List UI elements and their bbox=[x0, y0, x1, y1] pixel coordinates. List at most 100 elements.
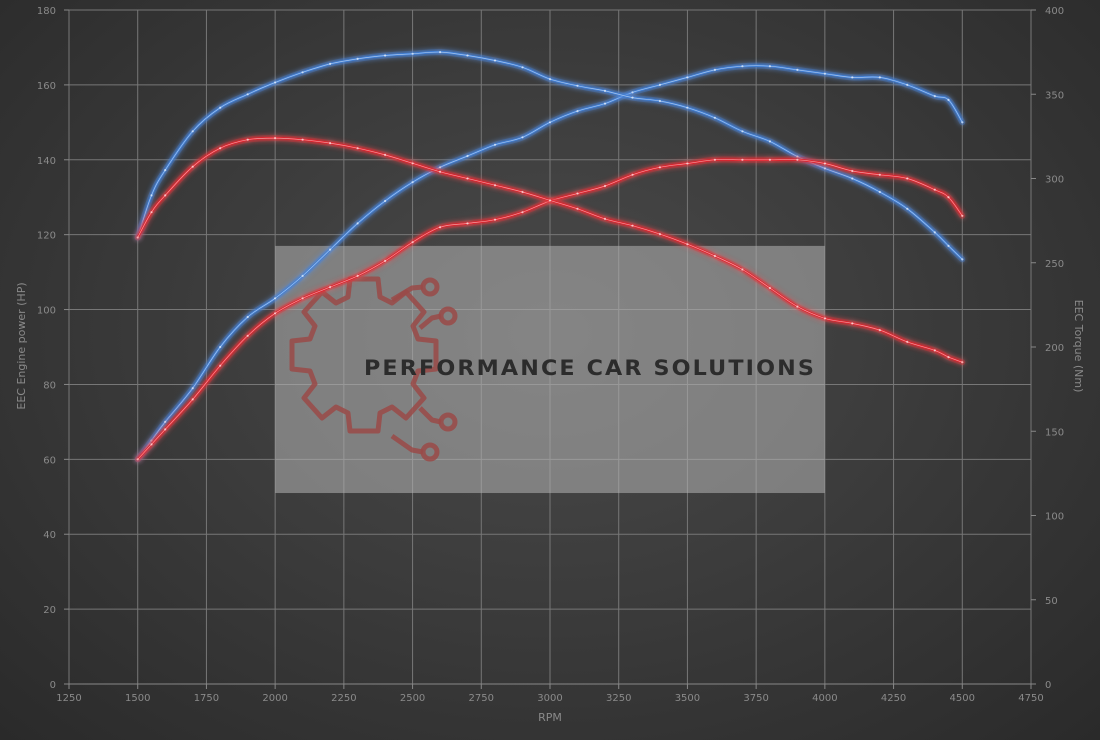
series-4 bbox=[134, 135, 966, 366]
data-point bbox=[219, 147, 222, 150]
left-tick-label: 180 bbox=[37, 6, 56, 17]
data-point bbox=[411, 241, 414, 244]
left-tick-label: 140 bbox=[37, 156, 56, 167]
data-point bbox=[796, 158, 799, 161]
left-axis-ticks: 0 20 40 60 80 100 120 140 160 180 bbox=[37, 6, 69, 691]
data-point bbox=[768, 158, 772, 161]
left-tick-label: 0 bbox=[50, 680, 56, 691]
data-point bbox=[947, 196, 950, 199]
x-tick-label: 4500 bbox=[950, 693, 975, 704]
data-point bbox=[603, 102, 607, 105]
left-tick-label: 40 bbox=[43, 530, 56, 541]
data-point bbox=[768, 140, 772, 143]
right-tick-label: 0 bbox=[1045, 680, 1051, 691]
data-point bbox=[851, 76, 854, 79]
data-point bbox=[961, 214, 964, 217]
data-point bbox=[164, 194, 167, 197]
data-point bbox=[603, 89, 607, 92]
data-point bbox=[301, 297, 304, 300]
x-tick-label: 4750 bbox=[1018, 693, 1043, 704]
data-point bbox=[466, 154, 469, 158]
data-point bbox=[823, 317, 827, 320]
data-point bbox=[301, 138, 304, 141]
data-point bbox=[631, 96, 634, 99]
x-tick-label: 4000 bbox=[812, 693, 837, 704]
data-point bbox=[961, 258, 964, 261]
data-point bbox=[713, 158, 717, 161]
data-point bbox=[906, 207, 909, 210]
data-point bbox=[329, 248, 332, 251]
series-layer bbox=[134, 49, 966, 463]
data-point bbox=[439, 51, 442, 54]
data-point bbox=[947, 356, 950, 359]
data-point bbox=[933, 188, 936, 191]
data-point bbox=[906, 177, 909, 180]
data-point bbox=[164, 420, 167, 423]
data-point bbox=[741, 158, 744, 161]
x-tick-label: 2250 bbox=[331, 693, 356, 704]
data-point bbox=[576, 84, 579, 87]
data-point bbox=[768, 286, 772, 290]
x-tick-label: 1250 bbox=[56, 693, 81, 704]
data-point bbox=[851, 322, 854, 325]
data-point bbox=[219, 106, 222, 109]
data-point bbox=[823, 72, 827, 75]
data-point bbox=[686, 243, 689, 246]
data-point bbox=[246, 138, 249, 141]
data-point bbox=[961, 121, 964, 124]
data-point bbox=[301, 274, 304, 277]
data-point bbox=[439, 170, 442, 173]
data-point bbox=[961, 361, 964, 364]
right-tick-label: 350 bbox=[1045, 90, 1064, 101]
data-point bbox=[713, 254, 717, 258]
data-point bbox=[851, 169, 854, 173]
data-point bbox=[947, 98, 950, 101]
data-point bbox=[796, 305, 799, 308]
data-point bbox=[150, 194, 153, 197]
right-tick-label: 50 bbox=[1045, 596, 1058, 607]
data-point bbox=[741, 268, 744, 271]
data-point bbox=[878, 190, 881, 194]
data-point bbox=[631, 173, 634, 176]
watermark-text: PERFORMANCE CAR SOLUTIONS bbox=[364, 356, 816, 380]
data-point bbox=[933, 231, 936, 234]
data-point bbox=[329, 142, 332, 145]
left-tick-label: 20 bbox=[43, 605, 56, 616]
data-point bbox=[631, 91, 634, 94]
data-point bbox=[274, 312, 277, 315]
data-point bbox=[658, 233, 662, 236]
data-point bbox=[384, 54, 387, 57]
right-tick-label: 400 bbox=[1045, 6, 1064, 17]
data-point bbox=[603, 184, 607, 188]
data-point bbox=[823, 162, 827, 165]
data-point bbox=[933, 349, 936, 352]
right-tick-label: 200 bbox=[1045, 343, 1064, 354]
data-point bbox=[329, 286, 332, 289]
data-point bbox=[356, 274, 359, 277]
data-point bbox=[823, 167, 827, 170]
data-point bbox=[150, 211, 153, 214]
data-point bbox=[274, 297, 277, 300]
x-tick-label: 2750 bbox=[469, 693, 494, 704]
data-point bbox=[933, 95, 936, 98]
data-point bbox=[906, 83, 909, 86]
data-point bbox=[384, 153, 387, 156]
data-point bbox=[493, 59, 497, 62]
data-point bbox=[411, 181, 414, 184]
right-tick-label: 300 bbox=[1045, 175, 1064, 186]
data-point bbox=[384, 199, 387, 203]
data-point bbox=[439, 226, 442, 229]
data-point bbox=[136, 458, 139, 461]
left-axis-title: EEC Engine power (HP) bbox=[15, 282, 28, 409]
data-point bbox=[150, 443, 153, 446]
x-tick-label: 1500 bbox=[125, 693, 150, 704]
data-point bbox=[274, 137, 277, 140]
data-point bbox=[658, 83, 662, 86]
watermark: PERFORMANCE CAR SOLUTIONS bbox=[275, 245, 825, 494]
data-point bbox=[439, 166, 442, 169]
data-point bbox=[274, 81, 277, 84]
data-point bbox=[713, 116, 717, 119]
data-point bbox=[191, 398, 194, 401]
data-point bbox=[191, 130, 194, 133]
